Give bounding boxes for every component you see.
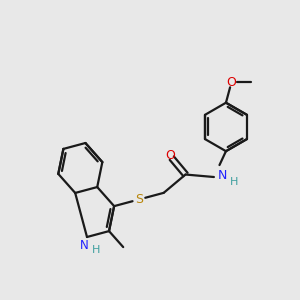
- Text: H: H: [92, 244, 100, 255]
- Text: O: O: [226, 76, 236, 88]
- Text: N: N: [218, 169, 227, 182]
- Text: S: S: [135, 193, 143, 206]
- Text: H: H: [230, 177, 238, 188]
- Text: O: O: [165, 149, 175, 162]
- Text: N: N: [80, 239, 88, 252]
